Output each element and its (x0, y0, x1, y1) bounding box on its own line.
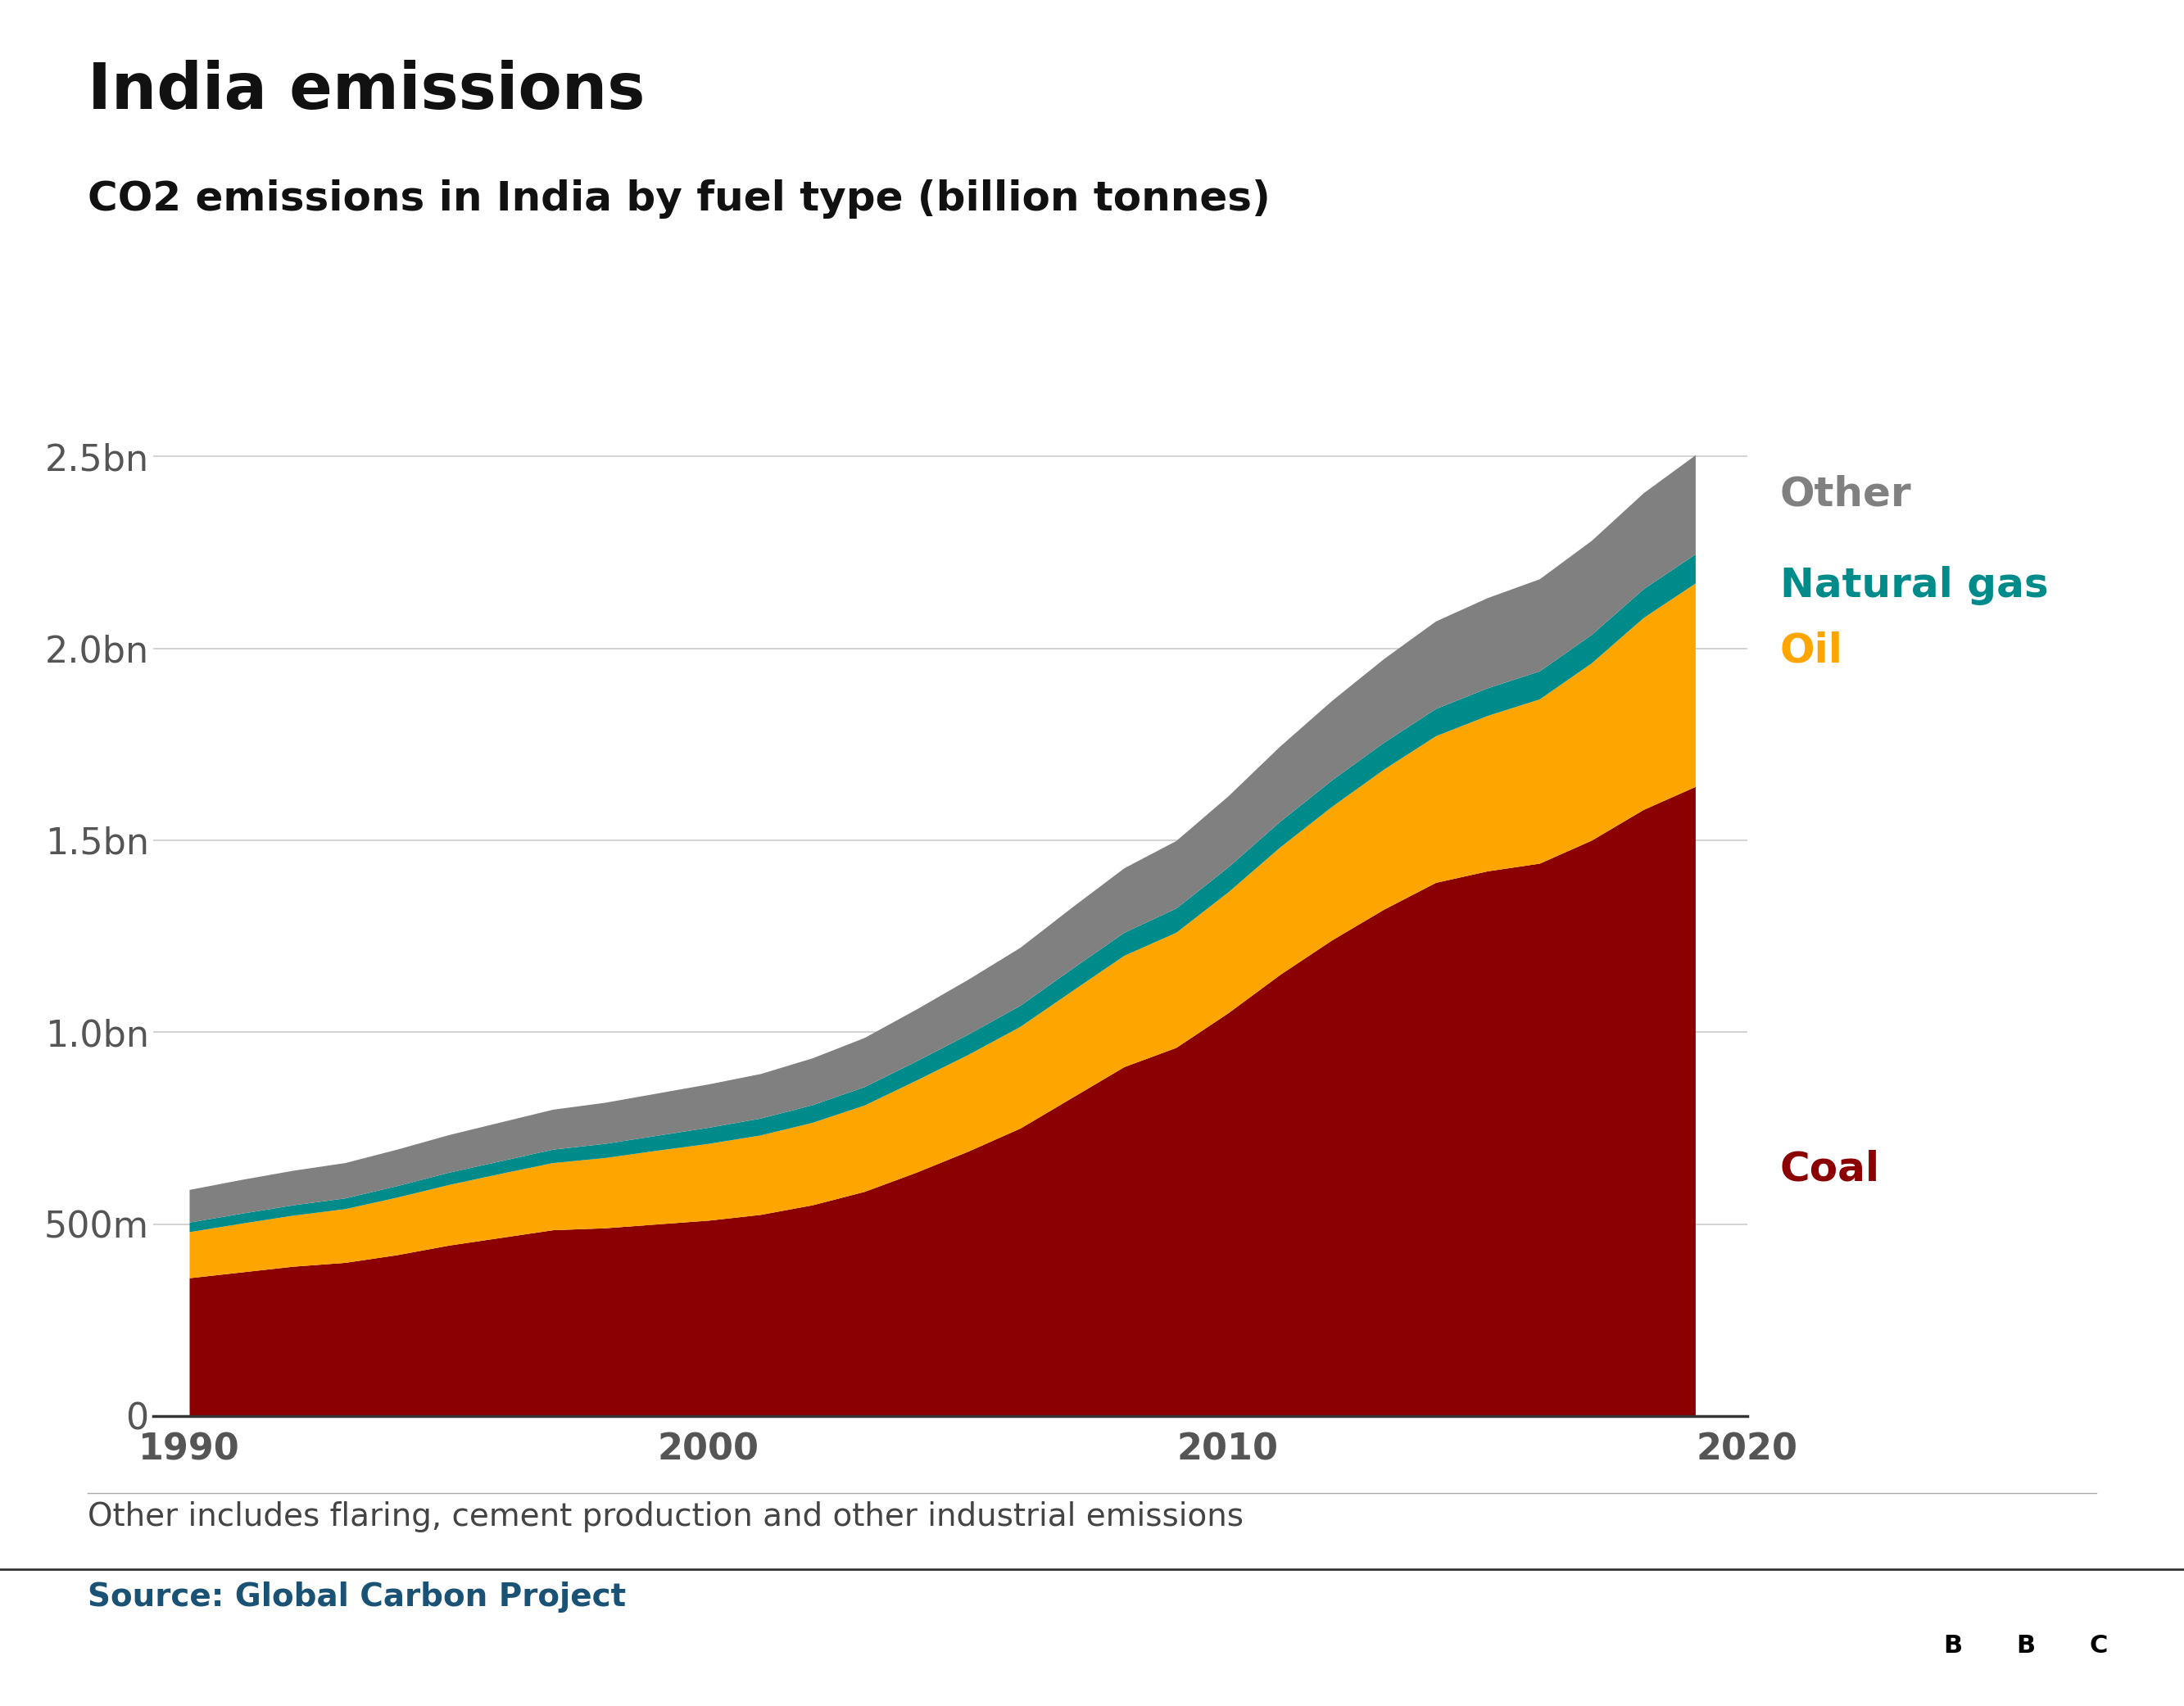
Text: Other includes flaring, cement production and other industrial emissions: Other includes flaring, cement productio… (87, 1501, 1243, 1532)
Text: CO2 emissions in India by fuel type (billion tonnes): CO2 emissions in India by fuel type (bil… (87, 179, 1271, 218)
FancyBboxPatch shape (1990, 1599, 2064, 1697)
Text: B: B (1944, 1634, 1963, 1658)
Text: Oil: Oil (1780, 631, 1843, 670)
Text: B: B (2016, 1634, 2035, 1658)
Text: Source: Global Carbon Project: Source: Global Carbon Project (87, 1581, 625, 1612)
Text: Other: Other (1780, 474, 1911, 514)
Text: India emissions: India emissions (87, 60, 644, 121)
Text: C: C (2090, 1634, 2108, 1658)
Text: Natural gas: Natural gas (1780, 566, 2049, 606)
FancyBboxPatch shape (2062, 1599, 2136, 1697)
FancyBboxPatch shape (1915, 1599, 1990, 1697)
Text: Coal: Coal (1780, 1150, 1880, 1189)
